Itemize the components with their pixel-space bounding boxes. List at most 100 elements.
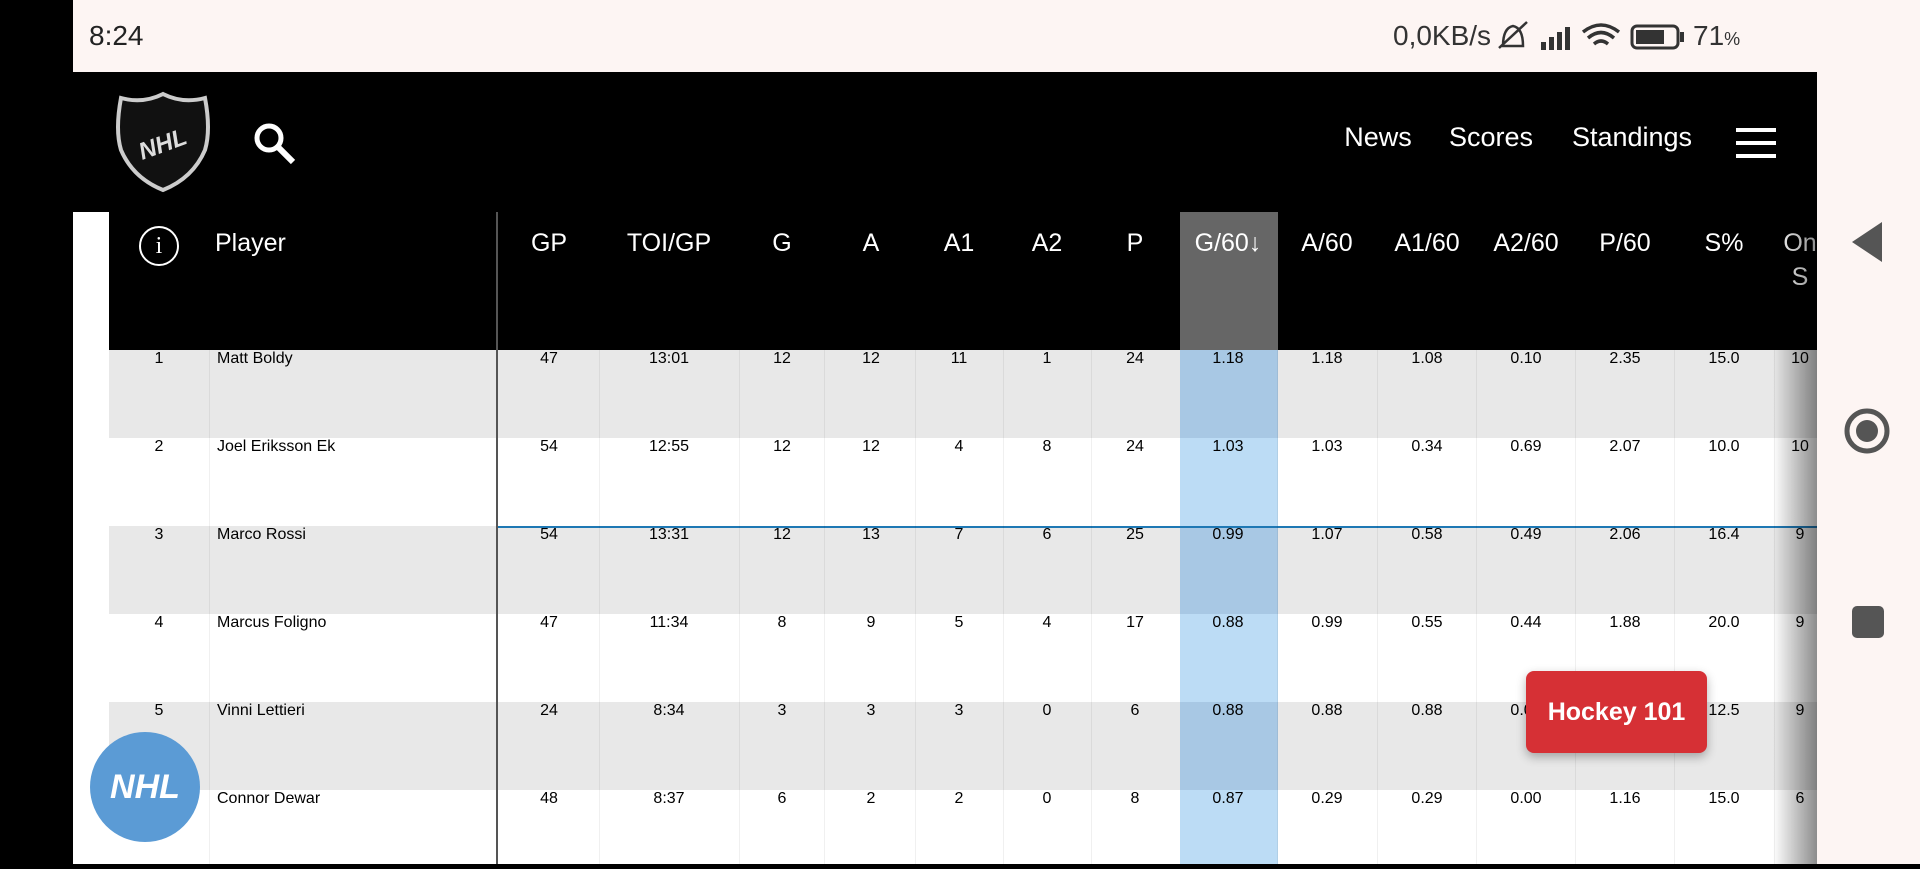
stat-cell: 2.35 [1609,350,1641,367]
column-divider [1277,350,1278,864]
info-icon[interactable]: i [139,226,179,266]
stat-cell: 0 [1042,790,1052,807]
column-header[interactable]: A2/60 [1493,229,1559,257]
column-divider [1091,350,1092,864]
column-divider [209,350,210,864]
stat-cell: 0.10 [1510,350,1542,367]
player-name[interactable]: Marcus Foligno [217,614,327,631]
stat-cell: 12 [773,438,791,455]
stat-cell: 25 [1126,526,1144,543]
stat-cell: 9 [1740,526,1817,544]
table-header [109,212,1817,350]
column-header[interactable]: A1/60 [1394,229,1460,257]
column-header[interactable]: P/60 [1599,229,1651,257]
stat-cell: 7 [954,526,964,543]
stat-cell: 0.34 [1411,438,1443,455]
search-icon[interactable] [253,122,297,166]
sorted-column-header-bg [1180,212,1278,350]
frozen-column-divider [496,212,498,864]
column-header[interactable]: On S [1778,226,1817,294]
nav-link[interactable]: Standings [1571,122,1693,152]
stat-cell: 47 [540,614,558,631]
column-divider [1377,350,1378,864]
stat-cell: 54 [540,526,558,543]
nav-link[interactable]: Scores [1448,122,1534,152]
sorted-column-cell-bg [1180,438,1278,526]
stat-cell: 12:55 [648,438,690,455]
column-header[interactable]: A [862,229,880,257]
stat-cell: 8 [1042,438,1052,455]
column-header[interactable]: Player [215,229,286,257]
player-name[interactable]: Joel Eriksson Ek [217,438,336,455]
system-nav-icons[interactable] [1817,0,1920,864]
sorted-column-cell-bg [1180,350,1278,438]
stat-cell: 0 [1042,702,1052,719]
stat-cell: 10.0 [1708,438,1740,455]
column-header[interactable]: S% [1704,229,1744,257]
player-name[interactable]: Vinni Lettieri [217,702,305,719]
column-header[interactable]: G/60↓ [1194,229,1262,257]
stat-cell: 0.88 [1311,702,1343,719]
sorted-column-cell-bg [1180,614,1278,702]
stat-cell: 10 [1740,438,1817,456]
rank: 4 [154,614,164,631]
stat-cell: 17 [1126,614,1144,631]
menu-icon[interactable] [1736,128,1776,158]
stat-cell: 2.06 [1609,526,1641,543]
rank: 5 [154,702,164,719]
nhl-fab[interactable]: NHL [90,732,200,842]
stat-cell: 47 [540,350,558,367]
stat-cell: 48 [540,790,558,807]
column-header[interactable]: A2 [1031,229,1063,257]
stat-cell: 6 [1740,790,1817,808]
stat-cell: 0.58 [1411,526,1443,543]
stat-cell: 0.69 [1510,438,1542,455]
stat-cell: 9 [866,614,876,631]
stat-cell: 13:01 [648,350,690,367]
stat-cell: 0.49 [1510,526,1542,543]
stat-cell: 16.4 [1708,526,1740,543]
stat-cell: 12 [773,350,791,367]
stat-cell: 54 [540,438,558,455]
stat-cell: 6 [1042,526,1052,543]
stat-cell: 12 [773,526,791,543]
stat-cell: 12 [862,350,880,367]
stat-cell: 8:37 [653,790,685,807]
column-divider [1476,350,1477,864]
sorted-column-cell-bg [1180,790,1278,864]
player-name[interactable]: Connor Dewar [217,790,321,807]
stat-cell: 8 [1130,790,1140,807]
column-header[interactable]: GP [530,229,568,257]
stat-cell: 2 [866,790,876,807]
stat-cell: 5 [954,614,964,631]
stat-cell: 13:31 [648,526,690,543]
stat-cell: 1.18 [1212,350,1244,367]
nhl-logo[interactable]: NHL [113,90,213,194]
column-header[interactable]: P [1126,229,1144,257]
rank: 3 [154,526,164,543]
stat-cell: 0.88 [1411,702,1443,719]
hockey-101-button[interactable]: Hockey 101 [1526,671,1707,753]
player-name[interactable]: Matt Boldy [217,350,293,367]
stat-cell: 1.08 [1411,350,1443,367]
column-header[interactable]: A/60 [1301,229,1353,257]
player-name[interactable]: Marco Rossi [217,526,306,543]
stat-cell: 12.5 [1708,702,1740,719]
stat-cell: 15.0 [1708,350,1740,367]
column-divider [739,350,740,864]
system-nav [1817,0,1920,864]
nav-link[interactable]: News [1344,122,1412,152]
stat-cell: 24 [1126,350,1144,367]
stat-cell: 12 [862,438,880,455]
column-header[interactable]: TOI/GP [626,229,712,257]
column-header[interactable]: G [772,229,792,257]
stat-cell: 2 [954,790,964,807]
battery-level: 71% [1693,20,1740,52]
stat-cell: 4 [954,438,964,455]
column-header[interactable]: A1 [943,229,975,257]
table-row [109,790,1817,864]
stat-cell: 9 [1740,614,1817,632]
stat-cell: 20.0 [1708,614,1740,631]
status-bar: 8:24 0,0KB/s 71% [73,0,1817,72]
stat-cell: 11:34 [649,614,689,631]
